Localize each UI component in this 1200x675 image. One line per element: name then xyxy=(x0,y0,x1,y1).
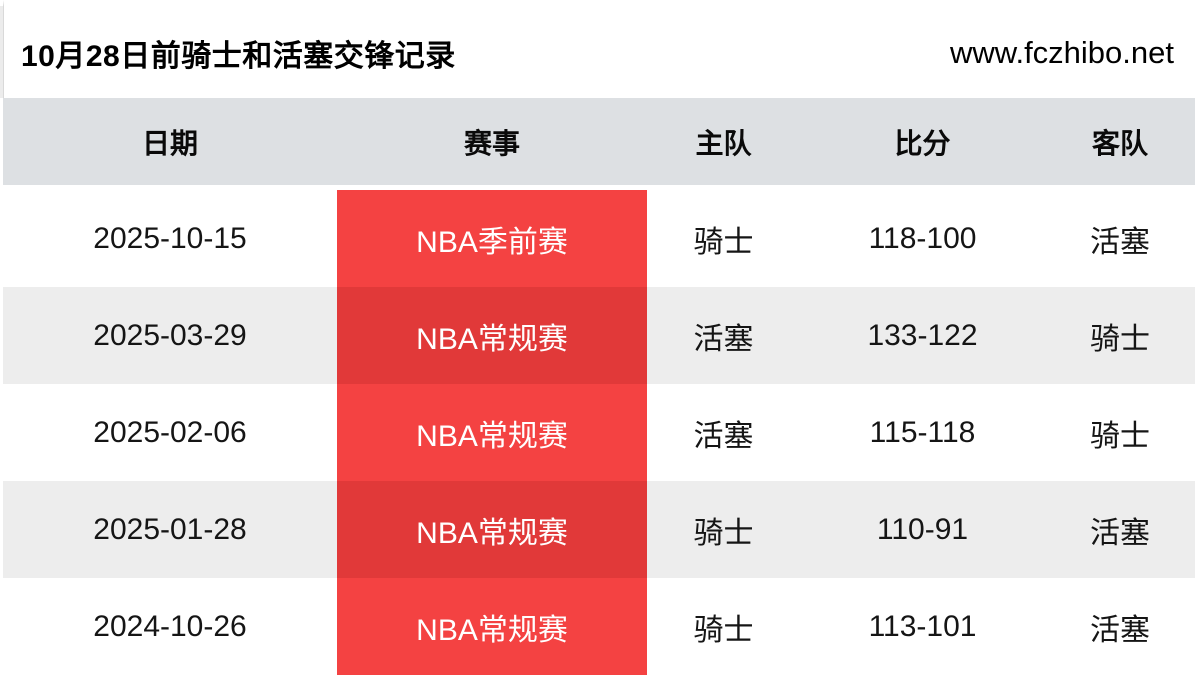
page-title: 10月28日前骑士和活塞交锋记录 xyxy=(21,40,456,73)
header-date: 日期 xyxy=(141,127,198,159)
home-team-cell: 骑士 xyxy=(693,613,754,647)
event-cell: NBA常规赛 xyxy=(337,384,647,481)
date-cell: 2025-01-28 xyxy=(93,512,247,546)
site-watermark: www.fczhibo.net xyxy=(950,35,1174,70)
date-cell: 2024-10-26 xyxy=(93,609,247,643)
table-row: 2025-03-29 NBA常规赛 活塞 133-122 骑士 xyxy=(3,287,1195,384)
away-team-cell: 活塞 xyxy=(1090,516,1150,550)
event-cell: NBA常规赛 xyxy=(337,287,647,384)
score-cell: 133-122 xyxy=(867,318,978,352)
score-cell: 118-100 xyxy=(868,221,977,255)
home-team-cell: 骑士 xyxy=(693,225,754,259)
table-row: 2025-02-06 NBA常规赛 活塞 115-118 骑士 xyxy=(3,384,1195,481)
table-row: 2025-01-28 NBA常规赛 骑士 110-91 活塞 xyxy=(3,481,1195,578)
title-bar: 10月28日前骑士和活塞交锋记录 www.fczhibo.net xyxy=(0,0,1200,98)
score-cell: 115-118 xyxy=(869,415,976,449)
away-team-cell: 骑士 xyxy=(1090,322,1150,356)
table-row: 2024-10-26 NBA常规赛 骑士 113-101 活塞 xyxy=(3,578,1195,675)
event-cell: NBA常规赛 xyxy=(337,481,647,578)
home-team-cell: 活塞 xyxy=(693,419,754,453)
event-cell: NBA常规赛 xyxy=(337,578,647,675)
date-cell: 2025-10-15 xyxy=(93,221,247,255)
header-event: 赛事 xyxy=(463,127,520,159)
event-cell: NBA季前赛 xyxy=(337,190,647,287)
table-body: 2025-10-15 NBA季前赛 骑士 118-100 活塞 2025-03-29 NBA… xyxy=(0,190,1200,675)
score-cell: 113-101 xyxy=(868,609,977,643)
header-score: 比分 xyxy=(894,127,951,159)
header-home: 主队 xyxy=(695,127,752,159)
score-cell: 110-91 xyxy=(876,512,969,546)
home-team-cell: 骑士 xyxy=(693,516,754,550)
date-cell: 2025-02-06 xyxy=(93,415,247,449)
table-header-row: 日期 赛事 主队 比分 客队 xyxy=(3,98,1195,185)
away-team-cell: 活塞 xyxy=(1090,613,1150,647)
table-row: 2025-10-15 NBA季前赛 骑士 118-100 活塞 xyxy=(3,190,1195,287)
date-cell: 2025-03-29 xyxy=(93,318,247,352)
header-away: 客队 xyxy=(1091,127,1148,159)
away-team-cell: 活塞 xyxy=(1090,225,1150,259)
away-team-cell: 骑士 xyxy=(1090,419,1150,453)
home-team-cell: 活塞 xyxy=(693,322,754,356)
window-edge-strip xyxy=(0,0,4,98)
